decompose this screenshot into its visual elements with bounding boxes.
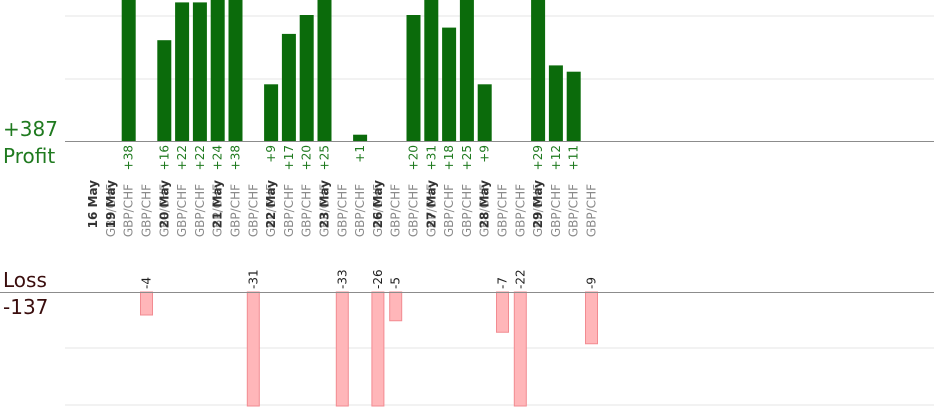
pair-label: GBP/CHF xyxy=(460,184,474,237)
date-label: 26 May xyxy=(371,180,385,229)
pair-label: GBP/CHF xyxy=(407,184,421,237)
date-label: 28 May xyxy=(478,180,492,229)
loss-bar xyxy=(585,291,598,345)
profit-label: Profit xyxy=(3,144,56,168)
profit-value-label: +11 xyxy=(567,145,581,170)
loss-bar xyxy=(140,291,153,316)
date-label: 22 May xyxy=(264,180,278,229)
profit-bar xyxy=(566,71,581,141)
loss-value-label: -33 xyxy=(335,269,349,289)
profit-bar xyxy=(175,2,190,142)
profit-bar xyxy=(424,0,439,141)
date-label: 23 May xyxy=(318,180,332,229)
profit-bar xyxy=(210,0,225,141)
profit-value-label: +38 xyxy=(229,145,243,170)
profit-value-label: +20 xyxy=(300,145,314,170)
date-label: 27 May xyxy=(424,180,438,229)
profit-bar xyxy=(157,40,172,142)
loss-bar xyxy=(371,291,385,407)
profit-bar xyxy=(281,33,296,141)
profit-bar xyxy=(459,0,474,141)
pair-label: GBP/CHF xyxy=(318,184,332,237)
pair-label: GBP/CHF xyxy=(157,184,171,237)
pair-label: GBP/CHF xyxy=(389,184,403,237)
profit-value-label: +16 xyxy=(157,145,171,170)
pair-label: GBP/CHF xyxy=(300,184,314,237)
loss-value-label: -9 xyxy=(585,277,599,289)
profit-bar xyxy=(121,0,136,141)
loss-bar xyxy=(246,291,260,407)
date-label: 19 May xyxy=(104,180,118,229)
pair-label: GBP/CHF xyxy=(229,184,243,237)
profit-value-label: +22 xyxy=(175,145,189,170)
pair-label: GBP/CHF xyxy=(353,184,367,237)
pair-label: GBP/CHF xyxy=(549,184,563,237)
date-label: 21 May xyxy=(211,180,225,229)
pair-label: GBP/CHF xyxy=(193,184,207,237)
date-label: 29 May xyxy=(531,180,545,229)
date-label: 20 May xyxy=(157,180,171,229)
pair-label: GBP/CHF xyxy=(104,184,118,237)
pair-label: GBP/CHF xyxy=(442,184,456,237)
pair-label: GBP/CHF xyxy=(211,184,225,237)
profit-bar xyxy=(548,65,563,141)
pair-label: GBP/CHF xyxy=(496,184,510,237)
date-label: 16 May xyxy=(86,180,100,229)
profit-value-label: +20 xyxy=(407,145,421,170)
profit-bar xyxy=(317,0,332,141)
loss-bar xyxy=(513,291,527,407)
loss-value-label: -7 xyxy=(496,277,510,289)
loss-value-label: -4 xyxy=(140,277,154,289)
loss-label: Loss xyxy=(3,268,47,292)
profit-value-label: +29 xyxy=(531,145,545,170)
pair-label: GBP/CHF xyxy=(585,184,599,237)
pair-label: GBP/CHF xyxy=(140,184,154,237)
pair-label: GBP/CHF xyxy=(246,184,260,237)
profit-total: +387 xyxy=(3,117,58,141)
profit-value-label: +38 xyxy=(122,145,136,170)
profit-value-label: +22 xyxy=(193,145,207,170)
pair-label: GBP/CHF xyxy=(335,184,349,237)
profit-bar xyxy=(353,134,368,141)
profit-value-label: +25 xyxy=(318,145,332,170)
pair-label: GBP/CHF xyxy=(175,184,189,237)
loss-value-label: -31 xyxy=(246,269,260,289)
pair-label: GBP/CHF xyxy=(264,184,278,237)
pair-label: GBP/CHF xyxy=(513,184,527,237)
pair-label: GBP/CHF xyxy=(122,184,136,237)
profit-bar xyxy=(531,0,546,141)
profit-bar xyxy=(264,84,279,141)
loss-bar xyxy=(335,291,349,407)
profit-value-label: +25 xyxy=(460,145,474,170)
profit-value-label: +12 xyxy=(549,145,563,170)
profit-bar xyxy=(192,2,207,142)
profit-bar xyxy=(228,0,243,141)
loss-bar xyxy=(496,291,509,333)
pair-label: GBP/CHF xyxy=(424,184,438,237)
loss-total: -137 xyxy=(3,295,49,319)
profit-bar xyxy=(442,27,457,142)
pair-label: GBP/CHF xyxy=(567,184,581,237)
profit-bar xyxy=(406,15,421,141)
pair-label: GBP/CHF xyxy=(371,184,385,237)
profit-value-label: +18 xyxy=(442,145,456,170)
loss-bar xyxy=(389,291,403,322)
profit-value-label: +1 xyxy=(353,145,367,163)
pair-label: GBP/CHF xyxy=(478,184,492,237)
profit-value-label: +9 xyxy=(264,145,278,163)
profit-value-label: +31 xyxy=(424,145,438,170)
profit-value-label: +9 xyxy=(478,145,492,163)
profit-bar xyxy=(299,15,314,141)
profit-value-label: +17 xyxy=(282,145,296,170)
loss-value-label: -22 xyxy=(513,269,527,289)
profit-value-label: +24 xyxy=(211,145,225,170)
loss-value-label: -26 xyxy=(371,269,385,289)
profit-bar xyxy=(477,84,492,141)
pair-label: GBP/CHF xyxy=(531,184,545,237)
pair-label: GBP/CHF xyxy=(282,184,296,237)
loss-value-label: -5 xyxy=(389,277,403,289)
